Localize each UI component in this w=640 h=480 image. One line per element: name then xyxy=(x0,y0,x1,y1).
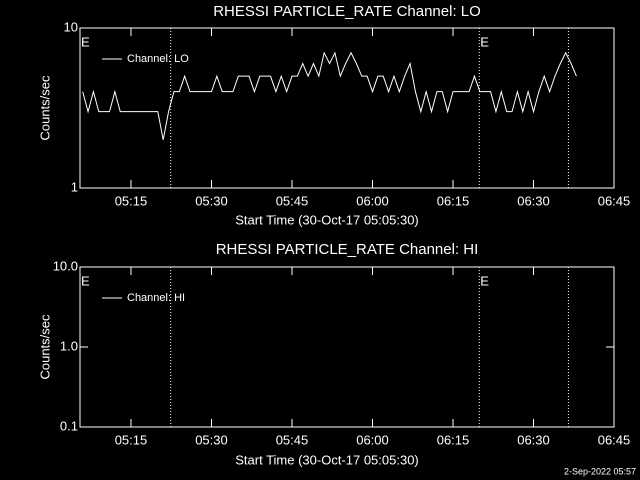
x-tick-label: 06:15 xyxy=(437,193,470,208)
legend-label: Channel: LO xyxy=(127,53,189,65)
x-tick-label: 05:45 xyxy=(276,432,309,447)
plot-frame xyxy=(79,27,615,189)
x-tick-label: 06:30 xyxy=(517,193,550,208)
data-line xyxy=(82,51,577,140)
chart-title: RHESSI PARTICLE_RATE Channel: LO xyxy=(213,3,481,20)
x-tick-label: 05:45 xyxy=(276,193,309,208)
x-tick-label: 05:30 xyxy=(195,193,228,208)
x-tick-label: 05:15 xyxy=(115,432,148,447)
y-tick-label: 0.1 xyxy=(60,418,78,433)
x-axis-label: Start Time (30-Oct-17 05:05:30) xyxy=(235,452,419,467)
annotation: E xyxy=(480,34,489,49)
annotation: E xyxy=(81,34,90,49)
y-tick-label: 10.0 xyxy=(53,258,78,273)
x-tick-label: 06:00 xyxy=(356,432,389,447)
y-tick-label: 1 xyxy=(71,179,78,194)
x-axis-label: Start Time (30-Oct-17 05:05:30) xyxy=(235,212,419,227)
chart-title: RHESSI PARTICLE_RATE Channel: HI xyxy=(216,241,479,258)
y-axis-label: Counts/sec xyxy=(37,75,52,141)
x-tick-label: 06:00 xyxy=(356,193,389,208)
x-tick-label: 06:30 xyxy=(517,432,550,447)
y-tick-label: 10 xyxy=(64,19,78,34)
x-tick-label: 05:30 xyxy=(195,432,228,447)
x-tick-label: 06:45 xyxy=(598,193,631,208)
x-tick-label: 06:15 xyxy=(437,432,470,447)
footer: 2-Sep-2022 05:57 xyxy=(564,466,636,476)
x-tick-label: 06:45 xyxy=(598,432,631,447)
x-tick-label: 05:15 xyxy=(115,193,148,208)
y-axis-label: Counts/sec xyxy=(37,314,52,380)
annotation: E xyxy=(81,273,90,288)
y-tick-label: 1.0 xyxy=(60,338,78,353)
annotation: E xyxy=(480,273,489,288)
legend-label: Channel: HI xyxy=(127,292,185,304)
